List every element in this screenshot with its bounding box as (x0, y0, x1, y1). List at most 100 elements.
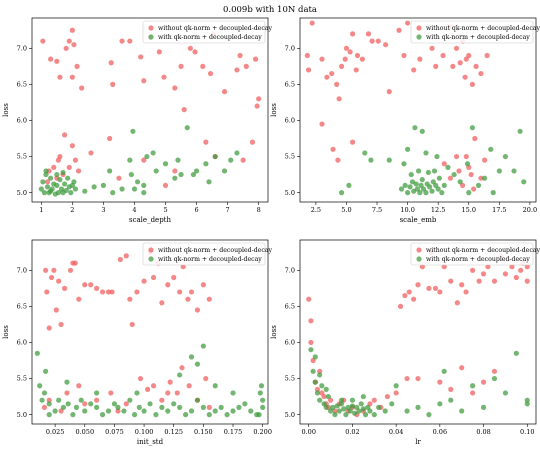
chart1-green-point (368, 157, 374, 163)
chart1-y-tick-label: 7.0 (285, 45, 295, 53)
chart2-red-point (186, 383, 192, 389)
chart0-red-point (187, 45, 193, 51)
chart1-red-point (335, 157, 341, 163)
chart3-red-point (415, 282, 421, 288)
chart1-red-point (441, 161, 447, 167)
chart3-red-point (308, 318, 314, 324)
chart0-red-point (51, 164, 57, 170)
chart0-red-point (192, 49, 198, 55)
chart0-green-point (234, 150, 240, 156)
chart1-x-tick-label: 15.0 (462, 206, 476, 214)
chart1-legend-marker (416, 34, 422, 40)
chart0-red-point (75, 168, 82, 174)
chart3-green-point (349, 397, 356, 403)
chart1-green-point (413, 181, 419, 187)
chart1-green-point (466, 190, 472, 196)
chart0-red-point (172, 168, 178, 174)
chart2-red-point (115, 408, 121, 414)
chart2-red-point (167, 379, 173, 385)
chart2-legend-box (142, 242, 266, 266)
chart2-green-point (78, 397, 84, 403)
chart1-red-point (349, 31, 356, 37)
chart2-red-point (56, 278, 62, 284)
chart2-red-point (179, 365, 185, 371)
chart3-green-point (347, 408, 353, 414)
chart0-green-point (54, 182, 60, 188)
chart2-green-point (159, 404, 165, 410)
chart0-red-point (141, 157, 147, 163)
chart2-green-point (52, 408, 58, 414)
chart2-green-point (248, 408, 254, 414)
chart3-red-point (406, 289, 412, 295)
chart0-green-point (144, 153, 150, 160)
chart3-red-point (470, 390, 476, 396)
chart3-green-point (325, 393, 332, 400)
chart0-red-point (57, 74, 63, 80)
chart0-green-point (68, 190, 74, 196)
chart2-x-tick-label: 0.200 (253, 428, 272, 436)
chart3-red-point (459, 282, 465, 288)
chart0-red-point (69, 27, 75, 33)
chart0-red-point (234, 67, 240, 73)
chart2-red-point (165, 390, 171, 396)
chart3-y-axis-label: loss (270, 325, 278, 339)
chart2-red-point (41, 404, 48, 410)
chart2-x-tick-label: 0.050 (75, 428, 94, 436)
chart0-green-point (175, 157, 181, 163)
chart3-green-point (367, 408, 373, 414)
chart2-x-tick-label: 0.150 (194, 428, 213, 436)
chart1-red-point (365, 31, 372, 37)
chart1-red-point (469, 81, 476, 87)
chart0-green-point (55, 190, 61, 196)
chart2-red-point (188, 289, 195, 295)
chart3-y-tick-label: 7.0 (285, 267, 295, 275)
chart2-green-point (111, 401, 118, 407)
chart0-red-point (162, 182, 169, 188)
chart1-red-point (472, 135, 478, 142)
chart2-green-point (41, 390, 48, 396)
chart2-green-point (258, 383, 265, 389)
chart0-red-point (66, 38, 72, 44)
chart1-green-point (445, 164, 451, 170)
chart0-green-point (41, 190, 48, 196)
chart1-green-point (362, 150, 368, 156)
chart0-green-point (91, 184, 97, 190)
chart1-red-point (471, 186, 477, 192)
chart1-red-point (466, 52, 472, 59)
chart2-green-point (46, 401, 52, 407)
chart3-green-point (441, 368, 447, 374)
chart1-green-point (405, 146, 411, 152)
chart0-red-point (181, 107, 187, 113)
chart1-green-point (441, 182, 447, 188)
chart2-red-point (82, 401, 88, 407)
chart2-red-point (58, 321, 64, 328)
chart1-green-point (417, 190, 423, 196)
chart0-red-point (48, 56, 54, 62)
chart0-red-point (88, 150, 94, 156)
chart1-red-point (484, 52, 490, 59)
chart2-plot-frame (31, 239, 269, 425)
chart3-green-point (376, 404, 382, 410)
chart0-green-point (54, 171, 60, 178)
chart1-green-point (401, 161, 407, 167)
chart2-red-point (94, 285, 100, 291)
chart2-green-point (64, 379, 70, 385)
chart3-red-point (317, 368, 323, 374)
chart3-green-point (341, 406, 347, 412)
chart1-green-point (511, 168, 517, 174)
chart3-green-point (317, 397, 323, 403)
chart1-y-tick-label: 5.5 (285, 153, 295, 161)
chart0-x-tick-label: 3 (101, 206, 105, 214)
chart0-x-tick-label: 5 (163, 206, 167, 214)
chart0-legend-label: with qk-norm + decoupled-decay (158, 34, 262, 41)
chart2-red-point (123, 401, 129, 407)
chart0-legend-marker (148, 34, 154, 40)
chart3-green-point (352, 410, 358, 416)
chart0-green-point (127, 157, 133, 163)
chart0-green-point (150, 150, 156, 156)
chart0-red-point (54, 58, 60, 64)
chart1-red-point (417, 56, 423, 62)
chart1-red-point (478, 175, 484, 181)
chart3-x-tick-label: 0.02 (345, 428, 359, 436)
chart1-red-point (453, 153, 460, 160)
